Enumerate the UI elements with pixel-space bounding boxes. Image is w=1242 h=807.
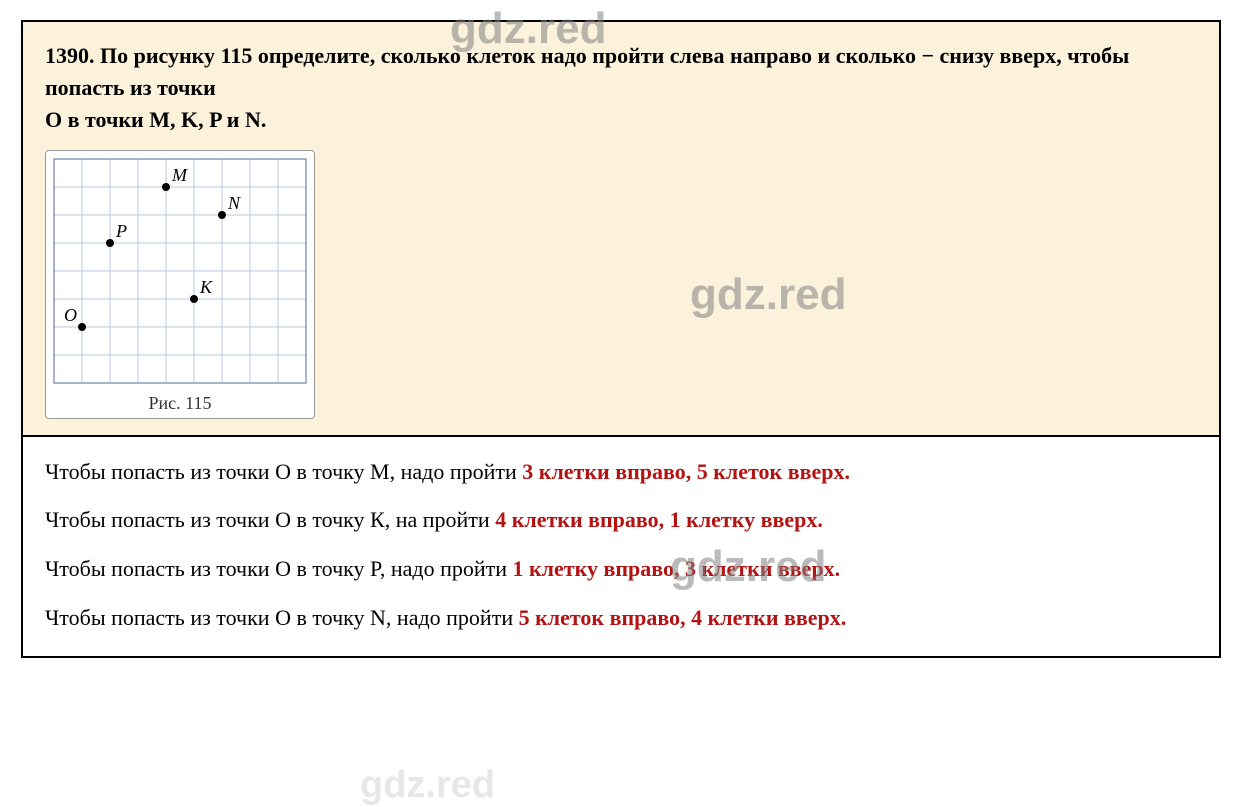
point-label-p: P [115,221,127,241]
answer-highlight: 5 клеток вправо, 4 клетки вверх. [519,605,847,630]
answer-prefix: Чтобы попасть из точки О в точку M, надо… [45,459,522,484]
grid-figure: O P M K N [50,155,310,387]
point-label-m: M [171,165,188,185]
figure-115: O P M K N Рис. 115 [45,150,315,419]
problem-statement-2: O в точки M, K, P и N. [45,107,266,132]
problem-number: 1390. [45,43,95,68]
answer-line-2: Чтобы попасть из точки О в точку К, на п… [45,505,1197,536]
answers-section: Чтобы попасть из точки О в точку M, надо… [23,437,1219,656]
point-label-k: K [199,277,213,297]
answer-line-4: Чтобы попасть из точки О в точку N, надо… [45,603,1197,634]
point-p [106,239,114,247]
point-label-n: N [227,193,241,213]
point-m [162,183,170,191]
point-k [190,295,198,303]
answer-line-1: Чтобы попасть из точки О в точку M, надо… [45,457,1197,488]
answer-prefix: Чтобы попасть из точки О в точку N, надо… [45,605,519,630]
exercise-container: 1390. По рисунку 115 определите, сколько… [21,20,1221,658]
watermark: gdz.red [360,764,495,807]
problem-statement-1: По рисунку 115 определите, сколько клето… [45,43,1129,100]
answer-prefix: Чтобы попасть из точки О в точку P, надо… [45,556,513,581]
point-n [218,211,226,219]
figure-caption: Рис. 115 [50,393,310,414]
answer-highlight: 1 клетку вправо, 3 клетки вверх. [513,556,841,581]
point-label-o: O [64,305,77,325]
answer-highlight: 3 клетки вправо, 5 клеток вверх. [522,459,850,484]
point-o [78,323,86,331]
answer-line-3: Чтобы попасть из точки О в точку P, надо… [45,554,1197,585]
problem-text: 1390. По рисунку 115 определите, сколько… [45,40,1197,136]
problem-section: 1390. По рисунку 115 определите, сколько… [23,22,1219,437]
answer-highlight: 4 клетки вправо, 1 клетку вверх. [495,507,823,532]
answer-prefix: Чтобы попасть из точки О в точку К, на п… [45,507,495,532]
